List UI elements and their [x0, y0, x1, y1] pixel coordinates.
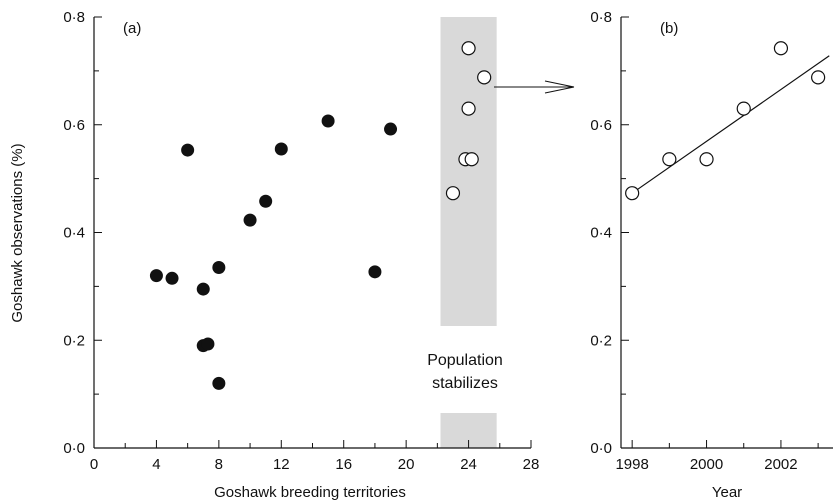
open-point — [662, 152, 677, 167]
regression-line — [631, 55, 830, 194]
panel-b: 1998 2000 2002 0·0 0·2 0·4 0·6 0·8 (b) Year — [590, 9, 833, 501]
panel-b-fit-line — [631, 55, 830, 194]
filled-point — [368, 265, 382, 279]
band-upper — [440, 17, 497, 326]
filled-point — [181, 143, 195, 157]
open-point — [445, 186, 461, 201]
x-tick-label: 2000 — [690, 456, 723, 473]
open-point — [477, 70, 492, 85]
open-point — [464, 152, 479, 167]
panel-b-ticks: 1998 2000 2002 0·0 0·2 0·4 0·6 0·8 — [590, 9, 819, 473]
x-tick-label: 28 — [523, 456, 540, 473]
filled-point — [212, 261, 226, 275]
y-tick-label: 0·4 — [63, 225, 85, 242]
x-tick-label: 20 — [398, 456, 415, 473]
x-tick-label: 24 — [460, 456, 477, 473]
panel-a-points — [149, 41, 492, 390]
x-tick-label: 0 — [90, 456, 98, 473]
panel-a: 0 4 8 12 16 20 24 28 0·0 0·2 0·4 0·6 0·8 (a) Populat… — [9, 9, 539, 501]
filled-point — [274, 142, 288, 156]
open-point — [461, 101, 476, 116]
filled-point — [201, 337, 215, 351]
x-tick-label: 4 — [152, 456, 160, 473]
open-point — [625, 186, 640, 201]
filled-point — [384, 122, 398, 136]
panel-b-x-axis-title: Year — [712, 484, 742, 501]
stabilization-band — [440, 17, 497, 448]
panel-a-y-axis-title: Goshawk observations (%) — [9, 143, 26, 322]
y-tick-label: 0·0 — [63, 440, 85, 457]
annotation-line-2: stabilizes — [432, 375, 498, 392]
panel-b-points — [625, 41, 826, 201]
y-tick-label: 0·2 — [590, 332, 612, 349]
open-point — [461, 41, 476, 56]
open-point — [811, 70, 826, 85]
panel-b-label: (b) — [660, 20, 678, 37]
y-tick-label: 0·2 — [63, 332, 85, 349]
y-tick-label: 0·8 — [63, 9, 85, 26]
connector-arrow — [494, 80, 575, 94]
filled-point — [149, 269, 163, 283]
open-point — [773, 41, 789, 56]
filled-point — [196, 282, 210, 296]
panel-a-ticks: 0 4 8 12 16 20 24 28 0·0 0·2 0·4 0·6 0·8 — [63, 9, 539, 473]
filled-point — [259, 194, 273, 208]
y-tick-label: 0·0 — [590, 440, 612, 457]
y-tick-label: 0·8 — [590, 9, 612, 26]
x-tick-label: 1998 — [615, 456, 648, 473]
x-tick-label: 12 — [273, 456, 290, 473]
filled-point — [243, 213, 257, 227]
open-point — [699, 152, 714, 167]
x-tick-label: 8 — [215, 456, 223, 473]
x-tick-label: 16 — [335, 456, 352, 473]
y-tick-label: 0·6 — [590, 117, 612, 134]
open-point — [736, 101, 751, 116]
panel-a-label: (a) — [123, 20, 141, 37]
filled-point — [165, 271, 179, 285]
y-tick-label: 0·6 — [63, 117, 85, 134]
y-tick-label: 0·4 — [590, 225, 612, 242]
panel-a-x-axis-title: Goshawk breeding territories — [214, 484, 406, 501]
annotation-line-1: Population — [427, 352, 503, 369]
x-tick-label: 2002 — [764, 456, 797, 473]
filled-point — [212, 376, 226, 390]
filled-point — [321, 114, 335, 128]
panel-b-axes — [620, 17, 833, 449]
